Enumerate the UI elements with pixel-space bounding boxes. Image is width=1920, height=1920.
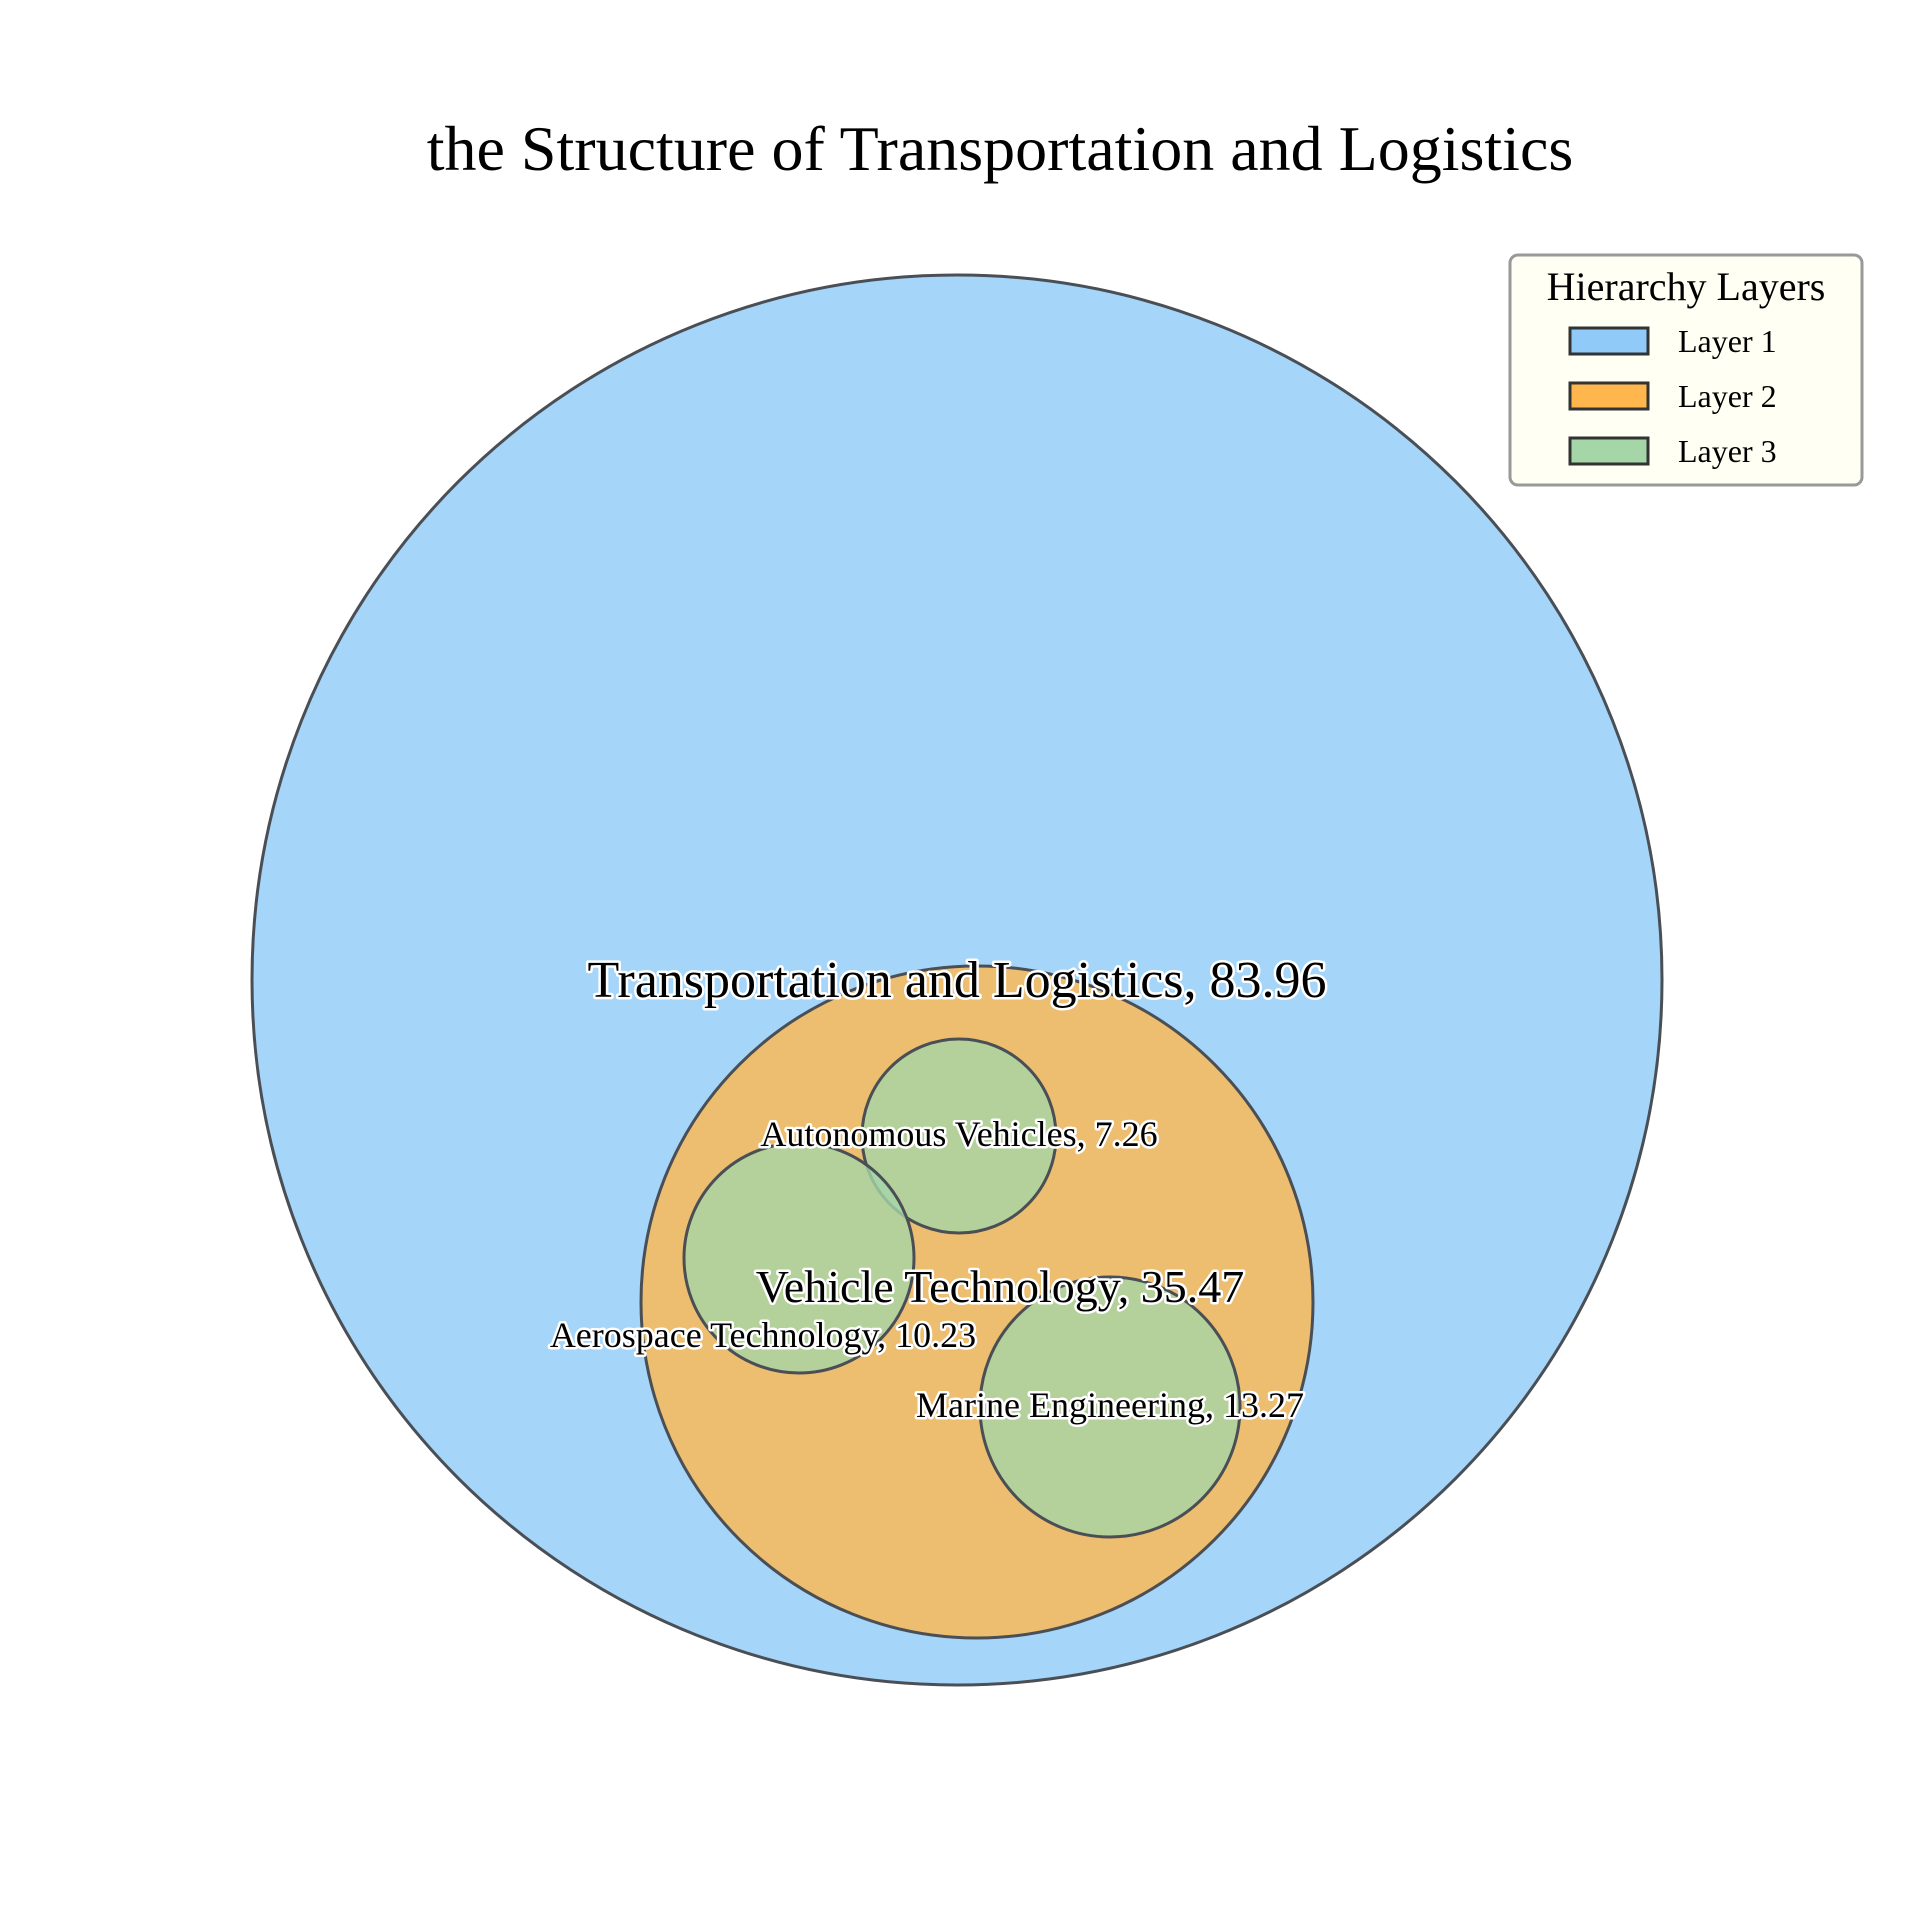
legend-swatch-layer-3 [1568, 436, 1650, 466]
legend-label-layer-1: Layer 1 [1678, 323, 1777, 359]
label-transportation-and-logistics: Transportation and Logistics, 83.96 [587, 952, 1326, 1009]
label-vehicle-technology: Vehicle Technology, 35.47 [756, 1261, 1245, 1312]
legend-title: Hierarchy Layers [1547, 264, 1826, 309]
label-aerospace-technology: Aerospace Technology, 10.23 [550, 1315, 976, 1355]
label-autonomous-vehicles: Autonomous Vehicles, 7.26 [760, 1114, 1157, 1154]
legend-label-layer-3: Layer 3 [1678, 433, 1777, 469]
label-marine-engineering: Marine Engineering, 13.27 [916, 1385, 1304, 1425]
chart-title: the Structure of Transportation and Logi… [427, 113, 1574, 184]
bubble-marine-engineering [978, 1275, 1242, 1539]
circles-group [250, 273, 1664, 1687]
legend-box [1508, 253, 1864, 487]
bubble-aerospace-technology [682, 1141, 916, 1375]
legend-label-layer-2: Layer 2 [1678, 378, 1777, 414]
legend-swatch-layer-1 [1568, 326, 1650, 356]
labels-group: Transportation and Logistics, 83.96 Vehic… [547, 950, 1329, 1428]
legend: Hierarchy Layers Layer 1 Layer 2 Layer 3 [1508, 253, 1864, 487]
legend-items: Layer 1 Layer 2 Layer 3 [1568, 323, 1777, 469]
legend-swatch-layer-2 [1568, 381, 1650, 411]
bubble-autonomous-vehicles [860, 1037, 1058, 1235]
